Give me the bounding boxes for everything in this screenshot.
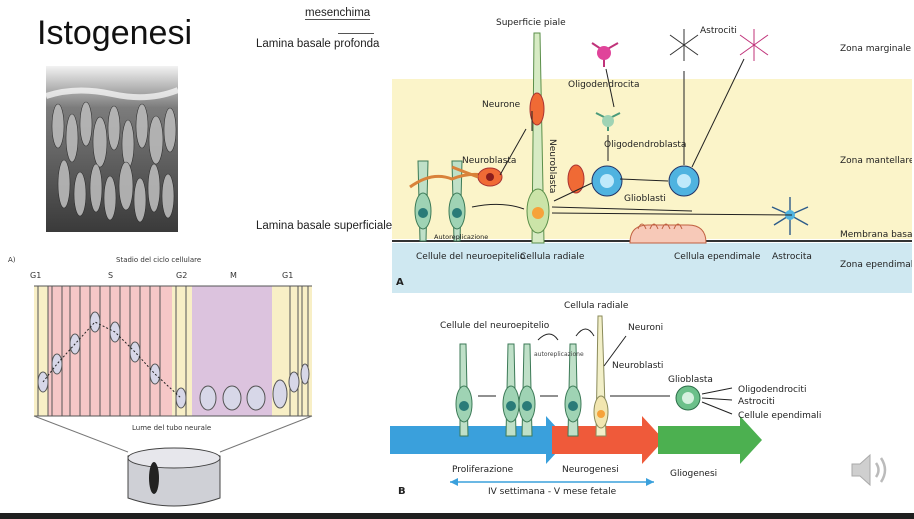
glioblasti-label: Glioblasti [624,194,666,204]
proliferazione-label: Proliferazione [452,465,514,475]
mesenchima-label: mesenchima [305,7,371,20]
neuroblasta-vertical-label: Neuroblasta [547,139,557,193]
panel-a-letter: A [396,277,404,288]
g1b-label: G1 [282,271,293,280]
figure-a: Superficie piale Neurone Neuroblasta Neu… [392,11,912,293]
lamina-profonda-label: Lamina basale profonda [256,38,380,50]
zona-mantellare-label: Zona mantellare [840,156,912,166]
neuroblasta-label: Neuroblasta [462,156,516,166]
gliogenesi-label: Gliogenesi [670,469,717,479]
neurone-label: Neurone [482,100,521,110]
cellula-radiale-b-label: Cellula radiale [564,301,629,311]
m-label: M [230,271,237,280]
speaker-icon[interactable] [848,448,892,492]
membrana-basale-label: Membrana basale [840,230,912,240]
neurogenesi-arrow [552,416,664,464]
lume-label: Lume del tubo neurale [132,424,211,432]
neuroblasti-label: Neuroblasti [612,361,663,371]
cellule-neuroepitelio-b-label: Cellule del neuroepitelio [440,321,550,331]
cellule-ependimali-label: Cellule ependimali [738,411,821,421]
neurogenesi-label: Neurogenesi [562,465,619,475]
zona-mantellare-band [392,79,912,239]
cell-cycle-diagram: A) Stadio del ciclo cellulare G1 S G2 M … [4,252,334,512]
gliogenesi-arrow [658,416,762,464]
astrociti-top [669,29,769,61]
lamina-superficiale-label: Lamina basale superficiale [256,220,393,232]
cycle-panel-letter: A) [8,256,16,264]
astrociti-b-label: Astrociti [738,397,775,407]
bottom-bar [0,513,914,519]
g2-label: G2 [176,271,187,280]
cycle-title: Stadio del ciclo cellulare [116,256,201,264]
lamina-profonda-line [338,33,374,34]
neuroni-label: Neuroni [628,323,663,333]
autoreplicazione-b-label: autoreplicazione [534,351,584,358]
astrocita-bottom [771,197,809,235]
zona-ependimale-label: Zona ependimale [840,260,912,270]
astrociti-label: Astrociti [700,26,737,36]
g1a-label: G1 [30,271,41,280]
cellula-ependimale-label: Cellula ependimale [674,252,761,262]
panel-b-letter: B [398,486,406,497]
timeline-label: IV settimana - V mese fetale [488,487,617,497]
cellula-radiale [526,32,550,244]
cellule-neuroepitelio-label: Cellule del neuroepitelio [416,252,526,262]
superficie-label: Superficie piale [496,18,566,28]
astrocita-label: Astrocita [772,252,812,262]
autoreplicazione-label: Autoreplicazione [434,233,488,241]
cellula-radiale-label: Cellula radiale [520,252,585,262]
ependimal-band [392,243,912,293]
slide-title: Istogenesi [37,14,192,52]
oligodendroblasta-label: Oligodendroblasta [604,140,686,150]
oligodendrociti-label: Oligodendrociti [738,385,806,395]
s-label: S [108,271,113,280]
neuroepitelio-cells [409,160,493,242]
sem-micrograph [46,66,178,232]
oligodendrocita-label: Oligodendrocita [568,80,639,90]
zona-marginale-label: Zona marginale [840,44,912,54]
figure-b: Cellula radiale Cellule del neuroepiteli… [378,296,844,510]
glioblasta-label: Glioblasta [668,375,713,385]
neuroepitelio-cells-b [455,343,582,437]
